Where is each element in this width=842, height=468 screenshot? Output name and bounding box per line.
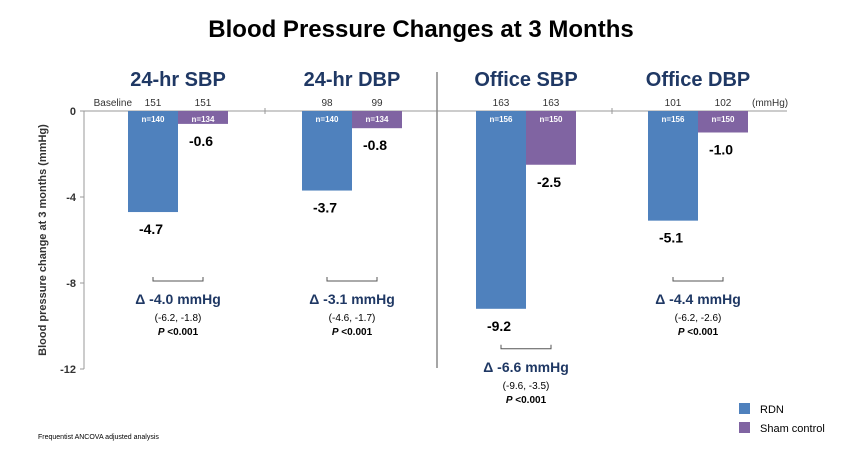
bar-rdn [476, 111, 526, 309]
panel-title: 24-hr DBP [304, 69, 401, 91]
panel: 24-hr SBP 151 n=140 -4.7 151 n=134 -0.6 Δ -4.0 … [128, 69, 228, 338]
bar-sham [698, 111, 748, 133]
value-label: -1.0 [709, 142, 733, 158]
chart-title: Blood Pressure Changes at 3 Months [208, 16, 633, 43]
y-axis-label: Blood pressure change at 3 months (mmHg) [37, 124, 49, 356]
value-label: -4.7 [139, 221, 163, 237]
p-value: P <0.001 [678, 327, 719, 338]
delta-label: Δ -4.0 mmHg [135, 291, 221, 307]
legend-swatch-rdn [739, 403, 750, 414]
bar-sham [526, 111, 576, 165]
confidence-interval: (-4.6, -1.7) [329, 313, 376, 324]
p-value: P <0.001 [506, 395, 547, 406]
bar-rdn [302, 111, 352, 191]
value-label: -2.5 [537, 174, 561, 190]
p-value-letter: P [506, 395, 513, 406]
n-label: n=134 [192, 115, 215, 124]
confidence-interval: (-6.2, -2.6) [675, 313, 722, 324]
baseline-label: Baseline [94, 98, 133, 109]
bar-rdn [648, 111, 698, 221]
n-label: n=156 [662, 115, 685, 124]
y-tick-label: 0 [70, 106, 76, 118]
footnote: Frequentist ANCOVA adjusted analysis [38, 434, 159, 441]
difference-bracket [326, 277, 378, 282]
value-label: -5.1 [659, 230, 683, 246]
baseline-value: 98 [321, 98, 333, 109]
bar-sham [178, 111, 228, 124]
difference-bracket [672, 277, 724, 282]
confidence-interval: (-9.6, -3.5) [503, 381, 550, 392]
baseline-value: 151 [195, 98, 212, 109]
n-label: n=140 [142, 115, 165, 124]
panel: Office SBP 163 n=156 -9.2 163 n=150 -2.5 Δ -6.6… [474, 69, 577, 406]
panel-title: 24-hr SBP [130, 69, 226, 91]
difference-bracket [500, 344, 552, 350]
n-label: n=156 [490, 115, 513, 124]
baseline-value: 163 [543, 98, 560, 109]
p-value-number: <0.001 [513, 395, 547, 406]
p-value-letter: P [678, 327, 685, 338]
baseline-value: 151 [145, 98, 162, 109]
n-label: n=134 [366, 115, 389, 124]
delta-label: Δ -6.6 mmHg [483, 359, 569, 375]
baseline-value: 101 [665, 98, 682, 109]
delta-label: Δ -3.1 mmHg [309, 291, 395, 307]
value-label: -3.7 [313, 200, 337, 216]
baseline-value: 163 [493, 98, 510, 109]
p-value-letter: P [332, 327, 339, 338]
p-value: P <0.001 [332, 327, 373, 338]
p-value-number: <0.001 [165, 327, 199, 338]
unit-label: (mmHg) [752, 98, 788, 109]
p-value-number: <0.001 [339, 327, 373, 338]
y-tick-label: -4 [66, 192, 77, 204]
baseline-value: 99 [371, 98, 383, 109]
p-value-letter: P [158, 327, 165, 338]
panel-title: Office DBP [646, 69, 750, 91]
delta-label: Δ -4.4 mmHg [655, 291, 741, 307]
n-label: n=140 [316, 115, 339, 124]
panel: 24-hr DBP 98 n=140 -3.7 99 n=134 -0.8 Δ -3.1 mm… [302, 69, 402, 338]
legend: RDN Sham control [739, 403, 825, 435]
plot-area: 0 -4 -8 -12 Baseline (mmHg) 24-hr SBP 151 n=140 -… [60, 69, 788, 406]
legend-label: RDN [760, 404, 784, 416]
legend-label: Sham control [760, 423, 825, 435]
bar-sham [352, 111, 402, 129]
n-label: n=150 [712, 115, 735, 124]
confidence-interval: (-6.2, -1.8) [155, 313, 202, 324]
value-label: -0.8 [363, 137, 387, 153]
n-label: n=150 [540, 115, 563, 124]
p-value: P <0.001 [158, 327, 199, 338]
p-value-number: <0.001 [685, 327, 719, 338]
bar-rdn [128, 111, 178, 213]
y-tick-label: -8 [66, 278, 76, 290]
difference-bracket [152, 277, 204, 282]
legend-swatch-sham [739, 422, 750, 433]
y-tick-label: -12 [60, 364, 76, 376]
value-label: -0.6 [189, 133, 213, 149]
panel: Office DBP 101 n=156 -5.1 102 n=150 -1.0 Δ -4.4… [646, 69, 750, 338]
value-label: -9.2 [487, 318, 511, 334]
panel-title: Office SBP [474, 69, 577, 91]
baseline-value: 102 [715, 98, 732, 109]
